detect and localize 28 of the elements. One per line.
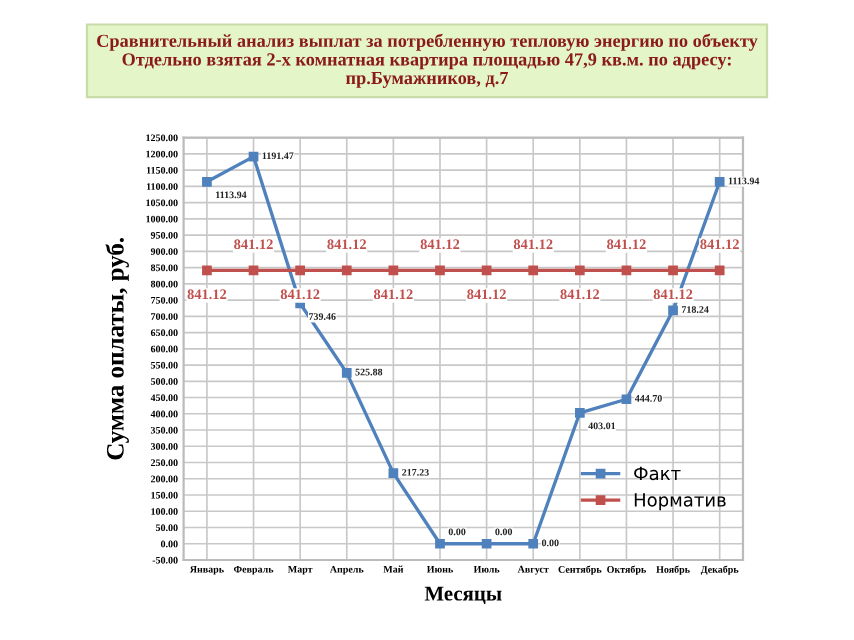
- point: [388, 468, 399, 479]
- chart-title: Сравнительный анализ выплат за потребленную тепловую энергию по объекту Отдельно взятая 2-х комнатная квартира площадью 47,9 кв.м. по адресу: пр.Бумажников, д.7: [97, 33, 758, 88]
- x-axis-title: Месяцы: [424, 586, 502, 605]
- point: [481, 265, 492, 276]
- point: [528, 538, 539, 549]
- point: [202, 176, 212, 187]
- point: [621, 265, 632, 276]
- point: [668, 305, 678, 316]
- legend-label: Норматив: [634, 493, 726, 511]
- point: [714, 176, 725, 187]
- point: [248, 265, 259, 276]
- point: [202, 265, 212, 276]
- point: [621, 394, 632, 405]
- point: [574, 265, 585, 276]
- point: [341, 265, 352, 276]
- point: [388, 265, 399, 276]
- point: [714, 265, 725, 276]
- point: [341, 368, 352, 378]
- point: [435, 265, 445, 276]
- point: [295, 265, 306, 276]
- point: [481, 538, 492, 549]
- legend-label: Факт: [634, 466, 681, 481]
- point: [435, 538, 445, 549]
- y-axis-title: Сумма оплаты, руб.: [105, 238, 129, 460]
- point: [668, 265, 678, 276]
- point: [528, 265, 539, 276]
- point: [248, 151, 259, 162]
- point: [574, 407, 585, 418]
